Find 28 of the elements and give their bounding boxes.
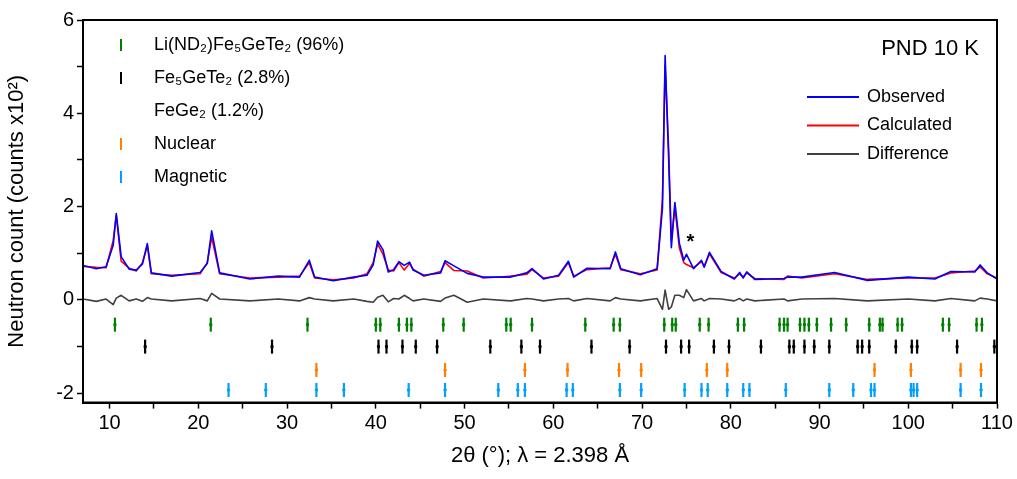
y-tick-label: 6 [62, 7, 74, 30]
legend-label: Li(ND₂)Fe₅GeTe₂ (96%) [154, 33, 345, 54]
y-tick-label: 4 [62, 100, 74, 123]
annotation: * [686, 229, 695, 252]
x-tick-label: 110 [981, 411, 1013, 434]
text: FeGe₂ (1.2%) [154, 99, 265, 120]
y-axis-title: Neutron count (counts x10²) [3, 74, 29, 348]
legend-label: Fe₅GeTe₂ (2.8%) [154, 66, 291, 87]
legend-label: Difference [867, 142, 949, 163]
y-tick-label: -2 [56, 380, 74, 403]
x-tick-label: 80 [719, 411, 742, 434]
x-tick-label: 10 [98, 411, 121, 434]
legend-label: Calculated [867, 114, 953, 135]
x-tick-label: 60 [542, 411, 565, 434]
y-tick-label: 0 [62, 287, 74, 310]
x-tick-label: 100 [891, 411, 925, 434]
x-tick-label: 20 [187, 411, 210, 434]
legend-label: Observed [867, 85, 946, 106]
y-tick-label: 2 [62, 194, 74, 217]
legend-label: Nuclear [154, 132, 217, 153]
x-axis-title: 2θ (°); λ = 2.398 Å [450, 441, 630, 467]
x-tick-label: 90 [808, 411, 831, 434]
x-tick-label: 30 [275, 411, 299, 434]
legend-label: Magnetic [154, 165, 228, 186]
x-tick-label: 70 [630, 411, 654, 434]
x-tick-label: 50 [453, 411, 476, 434]
x-tick-label: 40 [364, 411, 387, 434]
annotation: PND 10 K [881, 35, 980, 61]
